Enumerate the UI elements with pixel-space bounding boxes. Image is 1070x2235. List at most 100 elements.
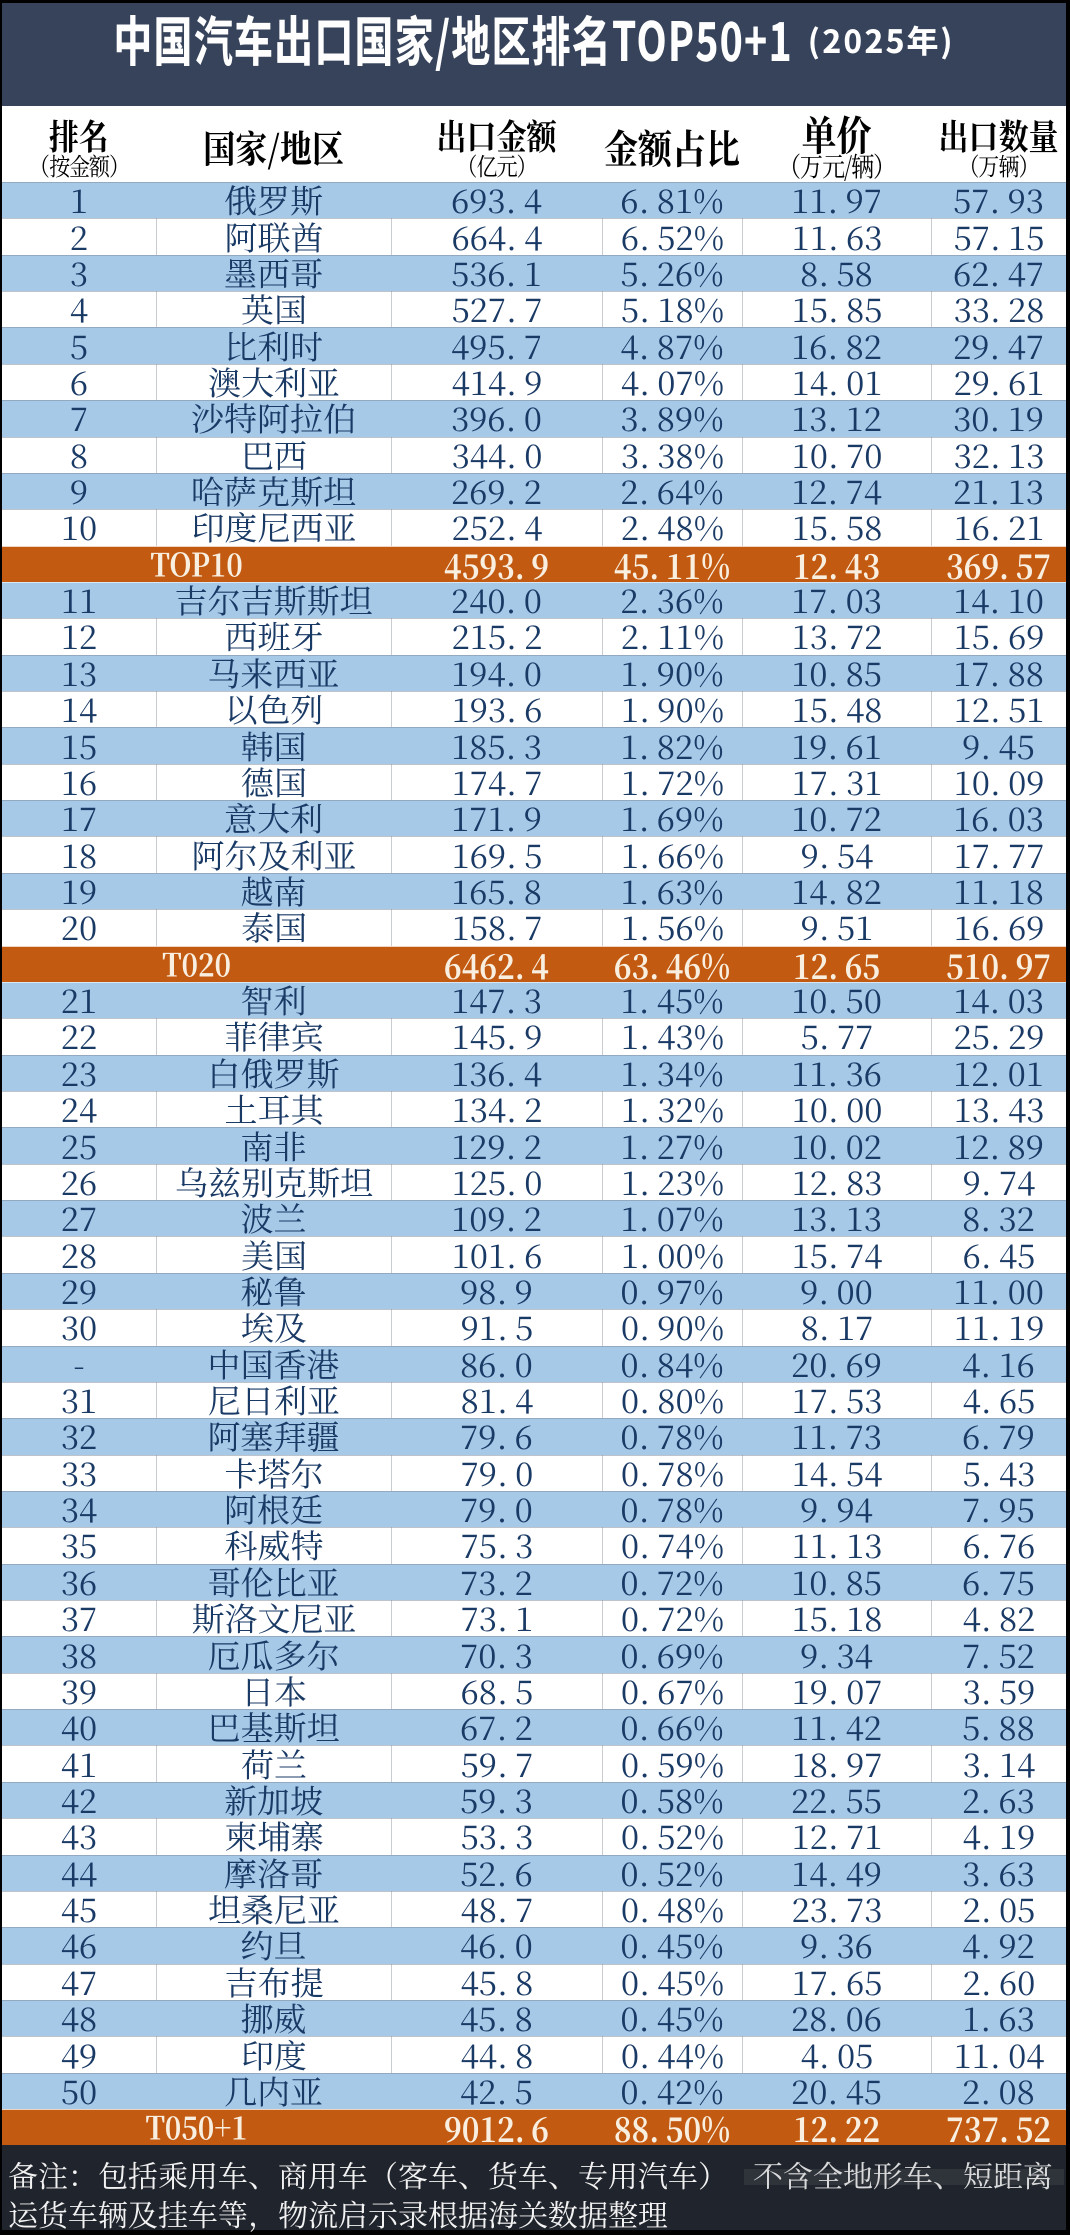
cell-share: 0. 66% [602,1709,742,1745]
cell-amount: 664. 4 [391,218,602,255]
table-row: 44 摩洛哥 52. 6 0. 52% 14. 49 3. 63 [2,1854,1066,1891]
cell-amount: 42. 5 [391,2073,602,2109]
cell-amount-text: 91. 5 [460,1309,534,1346]
cell-country: 澳大利亚 [156,363,391,401]
cell-qty: 17. 88 [931,655,1066,691]
cell-share: 0. 45% [602,1927,742,1963]
column-header-rank-sub: （按金额） [29,148,130,184]
cell-price: 12. 65 [742,946,931,982]
cell-price: 22. 55 [742,1782,931,1818]
cell-country: 美国 [156,1236,391,1273]
cell-share: 5. 26% [602,255,742,291]
cell-qty: 2. 63 [931,1782,1066,1818]
cell-share-text: 1. 63% [620,872,724,910]
table-row: 6 澳大利亚 414. 9 4. 07% 14. 01 29. 61 [2,363,1066,401]
cell-country-text: 秘鲁 [240,1272,307,1310]
cell-share-text: 0. 58% [620,1781,724,1819]
cell-amount: 79. 0 [391,1491,602,1527]
cell-country-text: 菲律宾 [224,1018,324,1055]
cell-amount-text: 147. 3 [451,981,542,1019]
cell-country: 白俄罗斯 [156,1055,391,1091]
cell-share-text: 0. 45% [620,1963,725,2000]
cell-price: 10. 72 [742,800,931,836]
cell-country-text: 俄罗斯 [224,182,323,219]
cell-country: 乌兹别克斯坦 [156,1163,391,1201]
cell-qty-text: 9. 45 [962,727,1035,764]
cell-amount: 70. 3 [391,1636,602,1672]
cell-share-text: 0. 72% [620,1600,725,1637]
column-header-qty: 出口数量 （万辆） [931,106,1066,182]
column-header-amount-sub: （亿元） [456,148,538,184]
cell-amount: 134. 2 [391,1090,602,1128]
cell-qty-text: 6. 45 [962,1236,1036,1273]
cell-amount-text: 125. 0 [451,1163,543,1201]
cell-price-text: 17. 03 [791,581,882,619]
cell-country-text: 约旦 [240,1927,307,1964]
cell-rank-text: 43 [60,1818,98,1855]
cell-country-text: 比利时 [224,327,323,364]
table-row: 39 日本 68. 5 0. 67% 19. 07 3. 59 [2,1672,1066,1710]
cell-share-text: 0. 67% [620,1672,725,1710]
cell-price: 10. 70 [742,436,931,473]
cell-country: 尼日利亚 [156,1381,391,1419]
cell-country-text: 埃及 [241,1309,307,1346]
cell-rank-text: 7 [69,400,89,437]
cell-country: 土耳其 [156,1090,391,1128]
cell-rank-text: 41 [60,1745,98,1782]
cell-country-text: 白俄罗斯 [207,1054,340,1091]
cell-price: 9. 34 [742,1636,931,1672]
cell-share: 6. 81% [602,182,742,218]
cell-rank: 37 [2,1600,156,1636]
cell-rank-text: 15 [60,727,98,764]
cell-rank-text: 28 [60,1236,98,1273]
cell-amount: 194. 0 [391,655,602,691]
cell-price: 17. 65 [742,1963,931,2000]
cell-share-text: 3. 89% [620,400,724,437]
cell-price-text: 10. 70 [791,436,883,473]
cell-rank: 10 [2,509,156,545]
cell-qty: 3. 59 [931,1672,1066,1710]
cell-country-text: 土耳其 [224,1090,324,1128]
cell-amount-text: 81. 4 [460,1381,534,1419]
cell-price: 13. 12 [742,400,931,436]
cell-qty-text: 2. 63 [962,1781,1035,1819]
cell-share: 2. 64% [602,473,742,509]
cell-amount-text: 174. 7 [451,763,543,801]
cell-amount-text: 59. 3 [460,1781,533,1819]
cell-qty: 17. 77 [931,836,1066,873]
cell-qty: 13. 43 [931,1090,1066,1128]
cell-share: 1. 82% [602,727,742,763]
cell-price: 20. 69 [742,1346,931,1382]
cell-price-text: 23. 73 [791,1890,883,1928]
cell-share: 2. 48% [602,509,742,546]
cell-share-text: 0. 72% [620,1563,724,1601]
cell-share-text: 1. 23% [620,1163,725,1201]
table-row: 2 阿联酋 664. 4 6. 52% 11. 63 57. 15 [2,218,1066,255]
cell-rank: 41 [2,1745,156,1781]
cell-qty-text: 8. 32 [962,1200,1035,1237]
cell-qty: 5. 88 [931,1709,1066,1745]
cell-share-text: 5. 26% [620,254,724,292]
cell-price: 14. 82 [742,873,931,909]
cell-rank-text: 29 [60,1272,98,1310]
cell-qty: 9. 45 [931,727,1066,763]
cell-share: 0. 67% [602,1672,742,1710]
cell-amount: 59. 3 [391,1782,602,1818]
cell-price-text: 11. 97 [791,182,882,219]
cell-rank: 28 [2,1236,156,1272]
cell-qty: 9. 74 [931,1163,1066,1201]
cell-amount: 59. 7 [391,1745,602,1782]
cell-share-text: 0. 78% [620,1490,724,1528]
cell-amount: 193. 6 [391,691,602,728]
cell-rank: 17 [2,800,156,836]
cell-amount: 48. 7 [391,1890,602,1928]
table-row: 12 西班牙 215. 2 2. 11% 13. 72 15. 69 [2,618,1066,655]
cell-country-text: 卡塔尔 [224,1454,324,1491]
cell-rank: 20 [2,909,156,945]
cell-amount-text: 45. 8 [460,1963,534,2000]
cell-amount-text: 171. 9 [451,800,542,837]
cell-share: 2. 36% [602,582,742,618]
cell-qty-text: 14. 10 [953,581,1044,619]
cell-price: 5. 77 [742,1018,931,1055]
cell-price-text: 12. 65 [792,945,881,982]
